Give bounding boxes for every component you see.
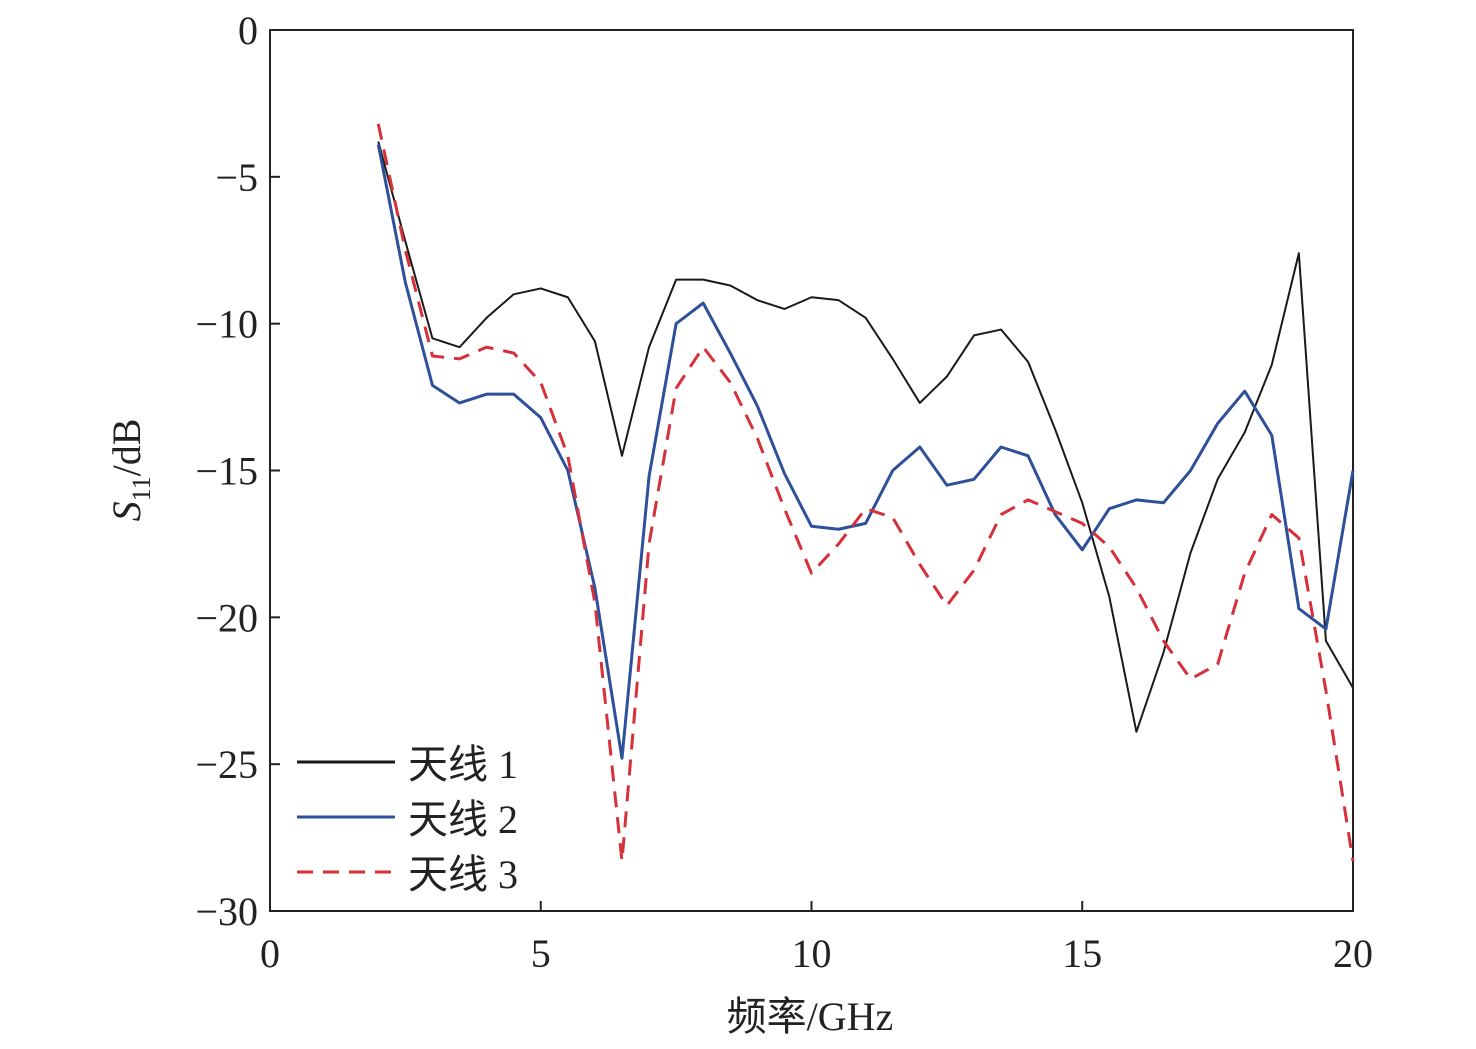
y-label-unit: /dB xyxy=(104,419,149,477)
y-tick-label: −30 xyxy=(195,889,258,934)
y-tick-label: −15 xyxy=(195,449,258,494)
y-axis-label: S11/dB xyxy=(104,419,156,522)
x-tick-label: 0 xyxy=(260,931,280,976)
y-label-sub: 11 xyxy=(127,476,156,501)
y-tick-label: 0 xyxy=(238,8,258,53)
y-tick-label: −25 xyxy=(195,742,258,787)
x-tick-label: 20 xyxy=(1333,931,1373,976)
series-line xyxy=(376,123,1355,863)
y-tick-label: −20 xyxy=(195,595,258,640)
legend-label: 天线 3 xyxy=(408,852,518,897)
x-axis-label: 频率/GHz xyxy=(727,994,894,1039)
x-tick-label: 5 xyxy=(531,931,551,976)
series-line xyxy=(377,141,1354,733)
x-tick-label: 10 xyxy=(792,931,832,976)
legend-label: 天线 2 xyxy=(408,797,518,842)
legend-label: 天线 1 xyxy=(408,742,518,787)
y-tick-label: −10 xyxy=(195,302,258,347)
y-label-main: S xyxy=(104,501,149,521)
x-tick-label: 15 xyxy=(1062,931,1102,976)
y-tick-label: −5 xyxy=(215,155,258,200)
series-line xyxy=(376,144,1355,760)
